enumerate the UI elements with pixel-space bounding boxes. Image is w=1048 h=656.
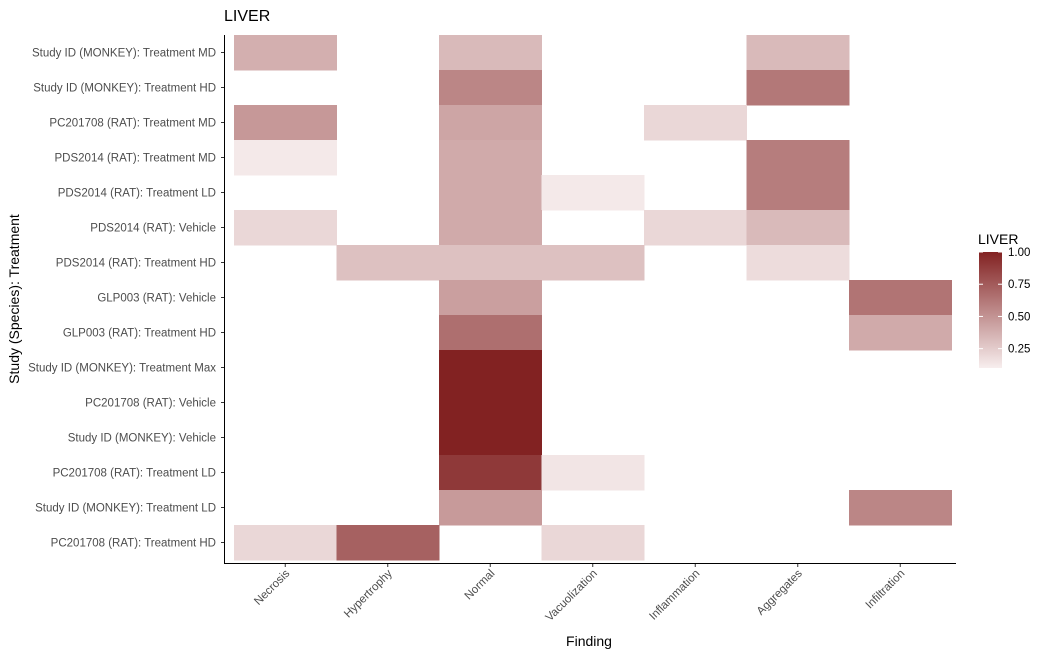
chart-title: LIVER (224, 8, 270, 25)
heatmap-cell (234, 105, 337, 141)
y-tick-label: PC201708 (RAT): Treatment LD (53, 468, 216, 480)
heatmap-cell (644, 210, 747, 246)
x-tick-label: Inflammation (647, 568, 702, 623)
heatmap-cell (439, 350, 542, 386)
y-tick-label: Study ID (MONKEY): Treatment Max (28, 363, 216, 375)
y-tick-label: GLP003 (RAT): Vehicle (97, 293, 216, 305)
x-tick-labels: Necrosis Hypertrophy Normal Vacuolization In… (252, 564, 907, 624)
y-tick-label: PC201708 (RAT): Vehicle (85, 398, 216, 410)
legend-title: LIVER (978, 231, 1018, 247)
heatmap-cell (234, 525, 337, 561)
heatmap-cell (439, 175, 542, 211)
heatmap-cell (541, 455, 645, 491)
x-tick-label: Necrosis (252, 567, 292, 607)
color-legend: LIVER 1.00 0.75 0.50 0.25 (978, 231, 1030, 368)
y-tick-label: Study ID (MONKEY): Vehicle (68, 433, 216, 445)
y-tick-label: Study ID (MONKEY): Treatment LD (35, 503, 216, 515)
heatmap-cell (234, 140, 337, 176)
heatmap-cell (439, 315, 542, 351)
x-tick-label: Normal (463, 568, 498, 603)
y-tick-label: Study ID (MONKEY): Treatment MD (32, 48, 216, 60)
legend-tick-label: 0.25 (1008, 344, 1030, 356)
y-tick-label: PDS2014 (RAT): Treatment MD (55, 153, 216, 165)
heatmap-cells (234, 35, 952, 561)
heatmap-cell (644, 105, 747, 141)
heatmap-cell (746, 210, 850, 246)
heatmap-cell (439, 105, 542, 141)
heatmap-cell (336, 245, 440, 281)
x-tick-label: Aggregates (755, 567, 805, 617)
heatmap-cell (439, 35, 542, 71)
heatmap-cell (849, 490, 952, 526)
heatmap-cell (746, 140, 850, 176)
legend-tick-label: 0.50 (1008, 311, 1030, 323)
heatmap-cell (439, 280, 542, 316)
y-tick-label: PDS2014 (RAT): Vehicle (90, 223, 216, 235)
heatmap-cell (541, 175, 645, 211)
heatmap-cell (849, 280, 952, 316)
heatmap-cell (746, 245, 850, 281)
heatmap-cell (439, 455, 542, 491)
y-tick-label: PDS2014 (RAT): Treatment HD (56, 258, 216, 270)
x-axis-label: Finding (566, 633, 612, 649)
y-tick-label: PC201708 (RAT): Treatment HD (51, 538, 216, 550)
legend-ticks: 1.00 0.75 0.50 0.25 (979, 247, 1030, 356)
legend-tick-label: 0.75 (1008, 279, 1030, 291)
heatmap-cell (336, 525, 440, 561)
y-tick-label: PC201708 (RAT): Treatment MD (49, 118, 216, 130)
heatmap-cell (541, 525, 645, 561)
heatmap-cell (849, 315, 952, 351)
heatmap-cell (746, 70, 850, 106)
x-tick-label: Hypertrophy (342, 567, 395, 620)
heatmap-cell (439, 490, 542, 526)
legend-colorbar (979, 252, 1002, 368)
y-axis-label: Study (Species): Treatment (6, 214, 22, 384)
x-tick-label: Infiltration (864, 568, 908, 612)
heatmap-cell (439, 420, 542, 456)
heatmap-cell (439, 245, 542, 281)
x-tick-label: Vacuolization (544, 568, 600, 624)
axes (224, 35, 956, 564)
heatmap-cell (234, 35, 337, 71)
y-tick-label: PDS2014 (RAT): Treatment LD (58, 188, 216, 200)
heatmap-cell (746, 35, 850, 71)
heatmap-cell (439, 140, 542, 176)
y-tick-label: Study ID (MONKEY): Treatment HD (33, 83, 216, 95)
heatmap-cell (746, 175, 850, 211)
heatmap-cell (234, 210, 337, 246)
y-tick-labels: Study ID (MONKEY): Treatment MD Study ID … (28, 48, 224, 550)
heatmap-cell (541, 245, 645, 281)
y-tick-label: GLP003 (RAT): Treatment HD (63, 328, 216, 340)
heatmap-cell (439, 210, 542, 246)
legend-tick-label: 1.00 (1008, 247, 1030, 259)
heatmap-cell (439, 70, 542, 106)
heatmap-cell (439, 385, 542, 421)
